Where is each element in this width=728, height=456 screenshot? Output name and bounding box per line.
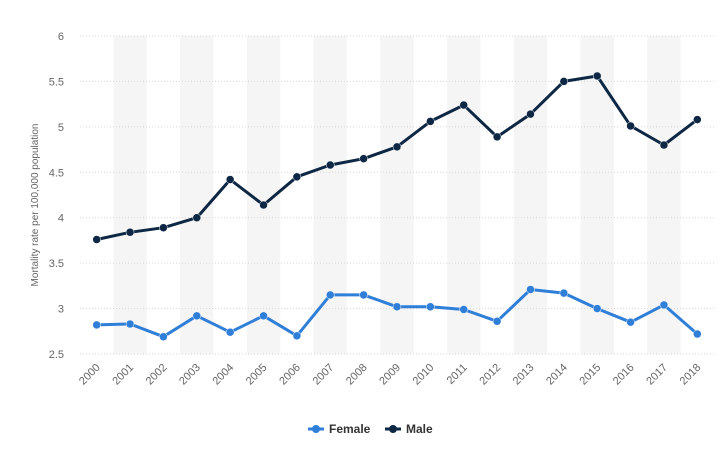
x-tick-label: 2014: [544, 362, 570, 388]
plot-band: [113, 36, 147, 354]
data-point[interactable]: [392, 142, 402, 152]
series-male: [92, 71, 702, 244]
data-point[interactable]: [125, 228, 135, 237]
x-tick-label: 2003: [177, 362, 203, 388]
x-tick-label: 2002: [144, 362, 170, 388]
x-tick-label: 2013: [511, 362, 537, 388]
data-point[interactable]: [559, 288, 569, 298]
x-tick-label: 2007: [311, 362, 337, 388]
x-tick-label: 2009: [377, 362, 403, 388]
x-tick-label: 2004: [210, 362, 236, 388]
legend-label: Female: [329, 422, 371, 436]
data-point[interactable]: [125, 319, 135, 329]
data-point[interactable]: [359, 154, 368, 163]
data-point[interactable]: [292, 172, 302, 182]
y-tick-label: 4.5: [49, 167, 64, 179]
y-tick-label: 2.5: [49, 349, 64, 361]
data-point[interactable]: [693, 115, 702, 124]
data-point[interactable]: [359, 290, 368, 300]
y-axis-title: Mortality rate per 100,000 population: [30, 124, 41, 287]
data-point[interactable]: [225, 327, 235, 337]
plot-band: [447, 36, 481, 354]
data-point[interactable]: [459, 305, 468, 314]
data-point[interactable]: [292, 331, 302, 341]
data-point[interactable]: [92, 320, 101, 330]
x-tick-label: 2018: [678, 362, 704, 388]
data-point[interactable]: [459, 100, 468, 110]
series-group: [92, 71, 702, 341]
y-axis-ticks: 2.5 3 3.5 4 4.5 5 5.5 6: [49, 31, 64, 361]
data-point[interactable]: [592, 71, 602, 81]
data-point[interactable]: [259, 311, 268, 321]
x-tick-label: 2008: [344, 362, 370, 388]
data-point[interactable]: [526, 109, 535, 119]
legend-marker-icon: [312, 425, 320, 433]
plot-bands: [113, 36, 681, 354]
data-point[interactable]: [659, 140, 669, 150]
data-point[interactable]: [492, 132, 502, 142]
data-point[interactable]: [426, 117, 435, 126]
data-point[interactable]: [526, 285, 535, 294]
data-point[interactable]: [159, 332, 168, 341]
plot-band: [180, 36, 214, 354]
plot-band: [513, 36, 548, 354]
legend-item-female[interactable]: Female: [308, 422, 371, 436]
x-tick-label: 2000: [77, 362, 103, 388]
legend-label: Male: [406, 422, 433, 436]
data-point[interactable]: [326, 290, 335, 300]
data-point[interactable]: [225, 175, 235, 184]
y-tick-label: 4: [58, 213, 64, 225]
y-tick-label: 3: [58, 304, 64, 316]
x-tick-label: 2017: [644, 362, 670, 388]
x-tick-label: 2011: [445, 362, 470, 387]
y-tick-label: 5: [58, 122, 64, 134]
x-tick-label: 2005: [244, 362, 270, 388]
data-point[interactable]: [626, 121, 635, 131]
data-point[interactable]: [192, 213, 202, 222]
legend-item-male[interactable]: Male: [385, 422, 433, 436]
legend: Female Male: [308, 422, 433, 436]
data-point[interactable]: [259, 200, 268, 210]
x-tick-label: 2010: [411, 362, 437, 388]
x-tick-label: 2016: [611, 362, 637, 388]
data-point[interactable]: [159, 223, 168, 232]
y-tick-label: 5.5: [49, 76, 64, 88]
plot-band: [313, 36, 347, 354]
x-tick-label: 2006: [277, 362, 303, 388]
data-point[interactable]: [392, 302, 402, 312]
y-tick-label: 3.5: [49, 258, 64, 270]
data-point[interactable]: [659, 300, 669, 310]
data-point[interactable]: [592, 304, 602, 313]
data-point[interactable]: [426, 302, 435, 312]
series-female: [92, 285, 702, 341]
data-point[interactable]: [693, 329, 702, 339]
x-tick-label: 2012: [477, 362, 503, 388]
x-tick-label: 2015: [578, 362, 604, 388]
x-tick-label: 2001: [110, 362, 136, 388]
x-axis-ticks: 2000 2001 2002 2003 2004 2005 2006 2007 2008 2009…: [77, 362, 703, 388]
data-point[interactable]: [326, 160, 335, 170]
legend-marker-icon: [389, 425, 397, 433]
gridlines: [80, 35, 714, 355]
plot-band: [580, 36, 614, 354]
data-point[interactable]: [559, 77, 569, 86]
data-point[interactable]: [192, 311, 202, 321]
y-tick-label: 6: [58, 31, 64, 43]
data-point[interactable]: [492, 317, 502, 326]
data-point[interactable]: [92, 235, 101, 244]
data-point[interactable]: [626, 317, 635, 327]
plot-band: [380, 36, 414, 354]
